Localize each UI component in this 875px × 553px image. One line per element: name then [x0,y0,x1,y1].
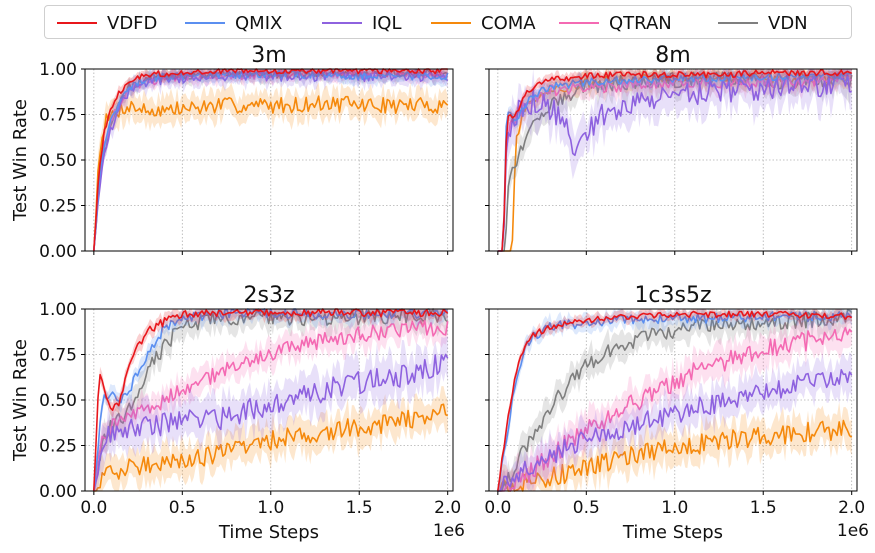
x-tick-label: 0.5 [169,498,196,518]
series-band-coma [93,386,448,491]
series-line-qmix [497,71,852,252]
legend-swatch [559,22,599,24]
chart-title: 3m [251,43,286,68]
series-line-vdfd [497,68,852,252]
series-band-iql [497,352,852,491]
series-band-vdfd [93,69,448,251]
legend-swatch [718,22,758,24]
series-line-vdn [497,71,853,252]
legend-item-qtran: QTRAN [559,6,672,40]
legend-label: VDFD [107,12,158,34]
x-offset-label: 1e6 [433,521,465,541]
x-offset-label: 1e6 [837,521,869,541]
x-axis-label: Time Steps [218,522,319,543]
legend-swatch [431,22,471,24]
series-band-vdfd [497,69,852,251]
legend-label: VDN [768,12,808,34]
legend-item-vdn: VDN [718,6,808,40]
y-tick-label: 0.75 [39,106,77,126]
series-band-coma [93,82,448,251]
chart-title: 2s3z [243,283,294,308]
x-tick-label: 0.5 [573,498,600,518]
series-band-qmix [497,309,852,491]
chart-panel-2s3z: 0.0 0.5 1.0 1.5 2.0 0.00 0.25 0.50 0.75 1.00 2s3z T… [10,283,465,543]
y-axis-label: Test Win Rate [10,99,31,222]
y-tick-label: 0.75 [39,346,77,366]
series-band-qtran [497,309,852,491]
chart-title: 1c3s5z [634,283,711,308]
legend-swatch [57,22,97,24]
x-axis-label: Time Steps [622,522,723,543]
x-tick-label: 0.0 [80,498,107,518]
series-line-iql [93,353,449,492]
y-tick-label: 0.25 [39,197,77,217]
x-tick-label: 1.5 [750,498,777,518]
x-tick-label: 1.0 [257,498,284,518]
y-tick-label: 0.25 [39,437,77,457]
legend: VDFD QMIX IQL COMA QTRAN VDN [44,5,852,39]
series-line-vdn [497,309,853,492]
y-tick-label: 1.00 [39,300,77,320]
chart-panel-8m: 8m [485,43,858,255]
y-tick-label: 0.50 [39,391,77,411]
series-band-vdn [497,309,852,491]
x-tick-label: 2.0 [434,498,461,518]
series-line-coma [93,403,449,492]
y-tick-label: 0.50 [39,151,77,171]
legend-item-iql: IQL [322,6,402,40]
legend-item-vdfd: VDFD [57,6,157,40]
series-line-vdfd [93,308,449,492]
y-axis-label: Test Win Rate [10,339,31,462]
x-tick-label: 1.0 [661,498,688,518]
legend-item-coma: COMA [431,6,536,40]
series-line-vdfd [497,310,853,492]
x-tick-label: 1.5 [346,498,373,518]
legend-label: COMA [481,12,536,34]
series-band-vdn [93,309,448,491]
chart-panel-1c3s5z: 0.0 0.5 1.0 1.5 2.0 1c3s5z Time Steps 1e6 [484,283,869,543]
y-tick-label: 0.00 [39,482,77,502]
series-line-qtran [497,326,853,492]
legend-label: QMIX [235,12,283,34]
chart-panel-3m: 0.00 0.25 0.50 0.75 1.00 3m Test Win Rate [10,43,454,262]
y-tick-label: 0.00 [39,242,77,262]
y-tick-label: 1.00 [39,60,77,80]
x-tick-label: 0.0 [484,498,511,518]
chart-title: 8m [655,43,690,68]
series-band-qtran [497,69,852,251]
legend-label: IQL [372,12,402,34]
series-line-coma [497,419,853,492]
series-line-qtran [93,320,449,492]
x-tick-label: 2.0 [838,498,865,518]
legend-label: QTRAN [609,12,672,34]
legend-item-qmix: QMIX [185,6,282,40]
series-line-iql [497,369,853,492]
series-line-coma [93,95,449,252]
legend-swatch [185,22,225,24]
series-line-iql [497,71,852,252]
legend-swatch [322,22,362,24]
series-line-vdfd [93,68,448,252]
